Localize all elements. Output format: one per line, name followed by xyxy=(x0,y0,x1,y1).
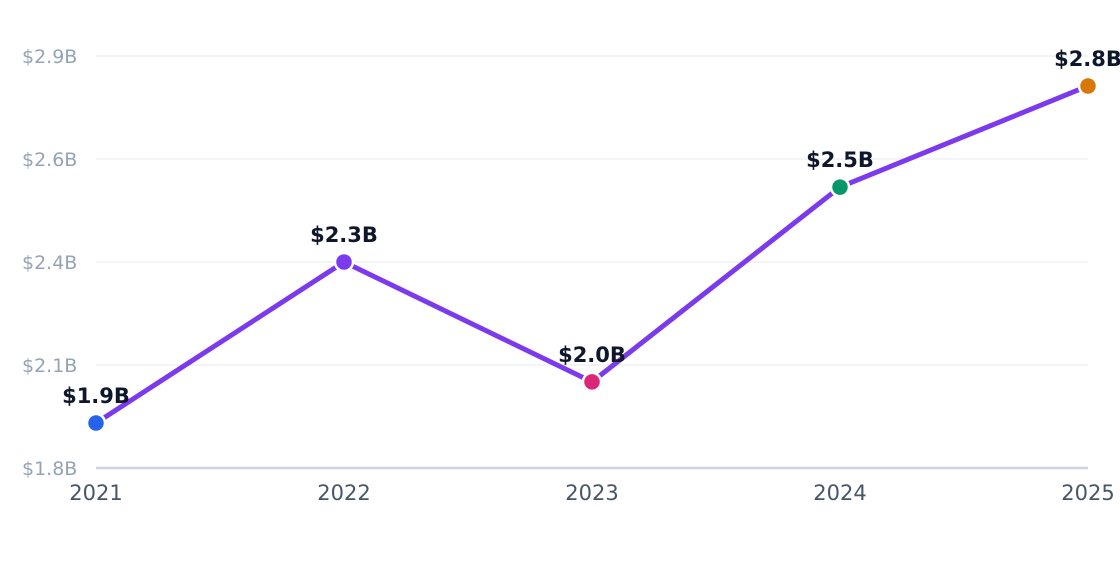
y-tick-label: $1.8B xyxy=(22,458,77,480)
x-tick-label: 2025 xyxy=(1061,481,1114,505)
y-tick-label: $2.6B xyxy=(22,149,77,171)
data-point[interactable] xyxy=(85,412,107,434)
x-axis: 2021 2022 2023 2024 2025 xyxy=(69,466,1115,505)
data-point[interactable] xyxy=(829,176,851,198)
data-label: $2.8B xyxy=(1054,47,1120,71)
data-point[interactable] xyxy=(1077,75,1099,97)
y-tick-label: $2.9B xyxy=(22,46,77,68)
data-label: $2.0B xyxy=(558,343,626,367)
data-point[interactable] xyxy=(333,251,355,273)
y-tick-label: $2.1B xyxy=(22,355,77,377)
y-axis: $1.8B $2.1B $2.4B $2.6B $2.9B xyxy=(22,46,77,480)
data-labels: $1.9B $2.3B $2.0B $2.5B $2.8B xyxy=(62,47,1120,408)
x-tick-label: 2023 xyxy=(565,481,618,505)
data-label: $1.9B xyxy=(62,384,130,408)
x-tick-label: 2021 xyxy=(69,481,122,505)
data-label: $2.5B xyxy=(806,148,874,172)
gridlines xyxy=(96,55,1088,366)
y-tick-label: $2.4B xyxy=(22,252,77,274)
points-layer xyxy=(85,75,1099,434)
x-tick-label: 2024 xyxy=(813,481,866,505)
data-label: $2.3B xyxy=(310,223,378,247)
data-point[interactable] xyxy=(581,371,603,393)
x-tick-label: 2022 xyxy=(317,481,370,505)
